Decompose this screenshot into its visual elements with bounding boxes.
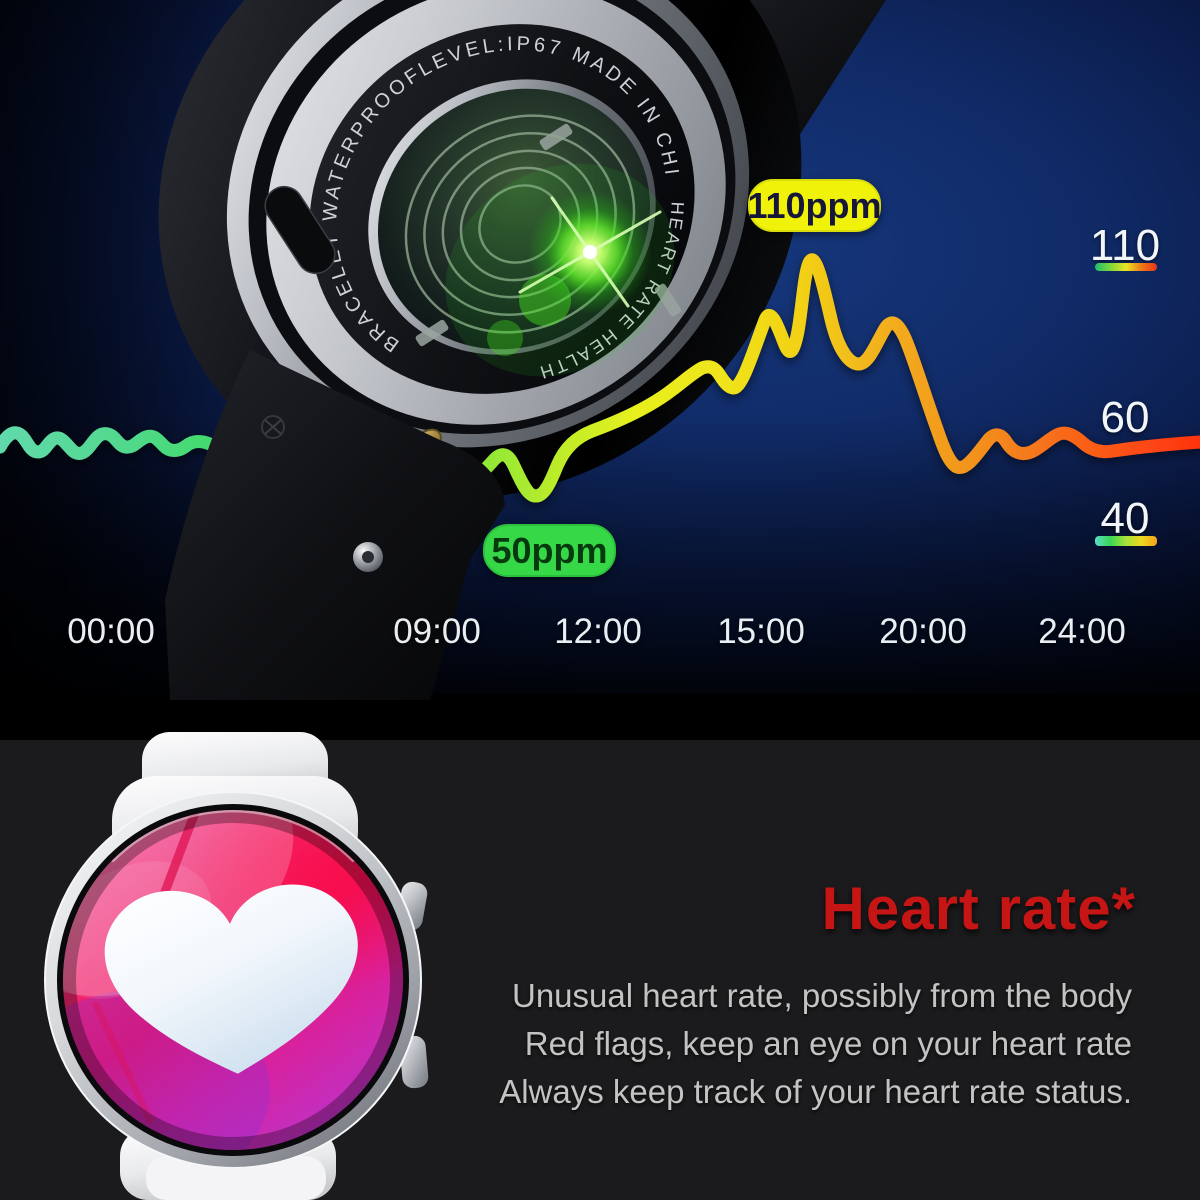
description-line-3: Always keep track of your heart rate sta… <box>499 1073 1132 1110</box>
gradient-scale-bar-bottom <box>1095 536 1157 546</box>
section-description: Unusual heart rate, possibly from the bo… <box>499 972 1132 1116</box>
watch-side-button <box>264 185 336 275</box>
heart-rate-badge-high: 110ppm <box>747 179 882 232</box>
heart-rate-wave <box>0 253 1200 503</box>
x-tick-0900: 09:00 <box>393 612 481 651</box>
x-tick-1500: 15:00 <box>717 612 805 651</box>
y-tick-110: 110 <box>1089 221 1161 270</box>
x-tick-2400: 24:00 <box>1038 612 1126 651</box>
y-tick-60: 60 <box>1100 393 1150 442</box>
x-tick-0000: 00:00 <box>67 612 155 651</box>
watch-back-photo: BRACELET WATERPROOFLEVEL:IP67 MADE IN CH… <box>158 0 886 500</box>
screen-overlays <box>63 810 403 1150</box>
watch-strap-lower <box>165 350 505 700</box>
sensor-glow <box>445 163 675 377</box>
x-tick-2000: 20:00 <box>879 612 967 651</box>
description-line-1: Unusual heart rate, possibly from the bo… <box>512 977 1132 1014</box>
strap-bottom <box>146 1156 326 1200</box>
y-tick-40: 40 <box>1100 494 1150 543</box>
x-tick-1200: 12:00 <box>554 612 642 651</box>
watch-front-photo <box>44 732 429 1200</box>
heart-rate-badge-low: 50ppm <box>483 524 616 577</box>
gradient-scale-bar-top <box>1095 263 1157 271</box>
heart-icon <box>104 884 358 1074</box>
description-line-2: Red flags, keep an eye on your heart rat… <box>524 1025 1132 1062</box>
section-heading: Heart rate* <box>821 875 1136 942</box>
